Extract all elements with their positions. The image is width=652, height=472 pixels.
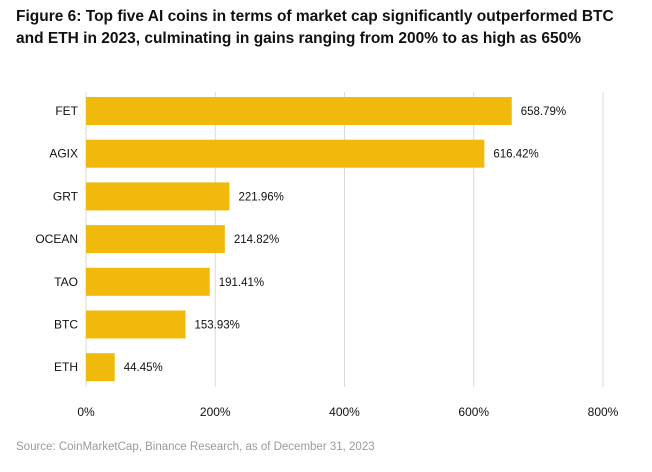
bar-fet	[86, 97, 512, 125]
source-note: Source: CoinMarketCap, Binance Research,…	[16, 441, 375, 453]
bar-agix	[86, 139, 485, 168]
chart-title: Figure 6: Top five AI coins in terms of …	[16, 8, 614, 47]
x-tick-label: 600%	[458, 405, 489, 419]
bars	[86, 97, 512, 382]
bar-btc	[86, 310, 186, 339]
category-label-btc: BTC	[54, 318, 78, 332]
x-tick-label: 800%	[588, 405, 619, 419]
bar-tao	[86, 267, 210, 296]
value-label-ocean: 214.82%	[234, 234, 279, 246]
category-label-tao: TAO	[54, 275, 78, 289]
value-label-fet: 658.79%	[521, 106, 566, 118]
category-label-grt: GRT	[53, 189, 79, 203]
x-tick-label: 400%	[329, 405, 360, 419]
category-label-fet: FET	[55, 104, 78, 118]
value-label-tao: 191.41%	[219, 277, 264, 289]
value-label-grt: 221.96%	[238, 191, 283, 203]
category-label-ocean: OCEAN	[35, 232, 78, 246]
category-label-agix: AGIX	[49, 147, 78, 161]
x-tick-label: 200%	[200, 405, 231, 419]
x-axis-tick-labels: 0% 200% 400% 600% 800%	[77, 405, 618, 419]
x-tick-label: 0%	[77, 405, 95, 419]
bar-grt	[86, 182, 230, 211]
value-labels: 658.79% 616.42% 221.96% 214.82% 191.41% 153.9…	[124, 106, 566, 374]
value-label-btc: 153.93%	[194, 320, 239, 332]
category-labels: FET AGIX GRT OCEAN TAO BTC ETH	[35, 104, 78, 374]
bar-eth	[86, 353, 115, 382]
bar-ocean	[86, 225, 225, 254]
value-label-eth: 44.45%	[124, 362, 163, 374]
category-label-eth: ETH	[54, 360, 78, 374]
value-label-agix: 616.42%	[493, 149, 538, 161]
